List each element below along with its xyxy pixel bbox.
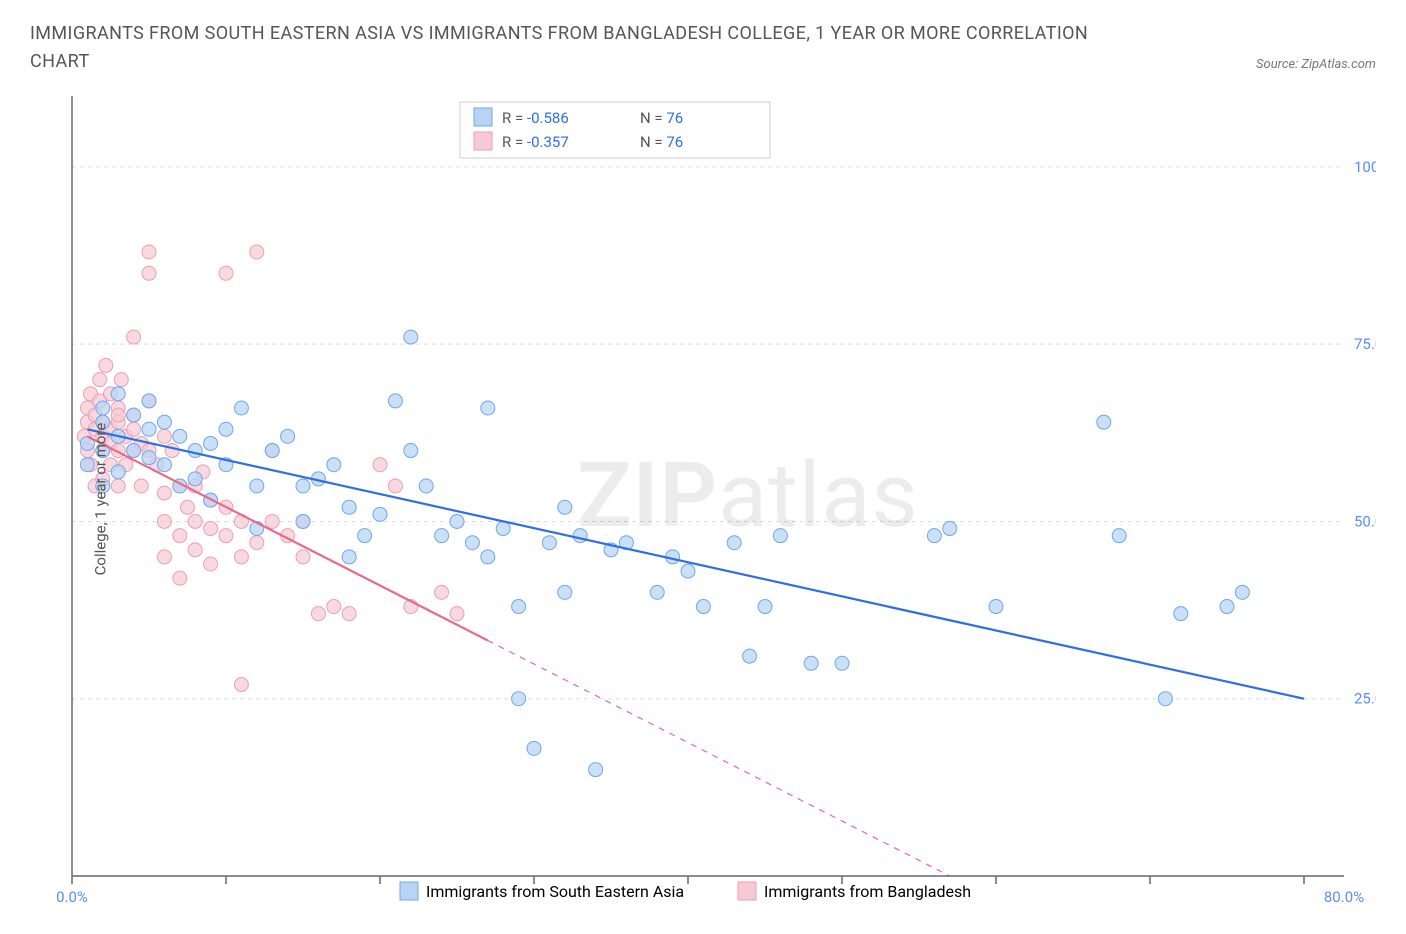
- svg-text:Immigrants from Bangladesh: Immigrants from Bangladesh: [764, 882, 971, 901]
- source-label: Source: ZipAtlas.com: [1256, 57, 1376, 76]
- svg-text:R = -0.357: R = -0.357: [502, 133, 569, 151]
- svg-text:100.0%: 100.0%: [1354, 158, 1376, 176]
- svg-text:N = 76: N = 76: [640, 109, 683, 127]
- y-axis-label: College, 1 year or more: [91, 422, 109, 575]
- svg-text:Immigrants from South Eastern: Immigrants from South Eastern Asia: [426, 882, 684, 901]
- svg-text:80.0%: 80.0%: [1324, 888, 1364, 906]
- svg-text:75.0%: 75.0%: [1354, 335, 1376, 353]
- svg-text:ZIPatlas: ZIPatlas: [577, 443, 919, 548]
- svg-text:N = 76: N = 76: [640, 133, 683, 151]
- svg-text:0.0%: 0.0%: [56, 888, 88, 906]
- scatter-chart: ZIPatlas 0.0% 80.0% 25.0% 50.0% 75.0% 100.0% R …: [30, 84, 1376, 914]
- svg-text:25.0%: 25.0%: [1354, 690, 1376, 708]
- chart-title: IMMIGRANTS FROM SOUTH EASTERN ASIA VS IM…: [30, 20, 1130, 76]
- chart-header: IMMIGRANTS FROM SOUTH EASTERN ASIA VS IM…: [30, 20, 1376, 76]
- chart-container: College, 1 year or more ZIPatlas 0.0% 80.0…: [30, 84, 1376, 914]
- svg-text:R = -0.586: R = -0.586: [502, 109, 569, 127]
- svg-text:50.0%: 50.0%: [1354, 512, 1376, 530]
